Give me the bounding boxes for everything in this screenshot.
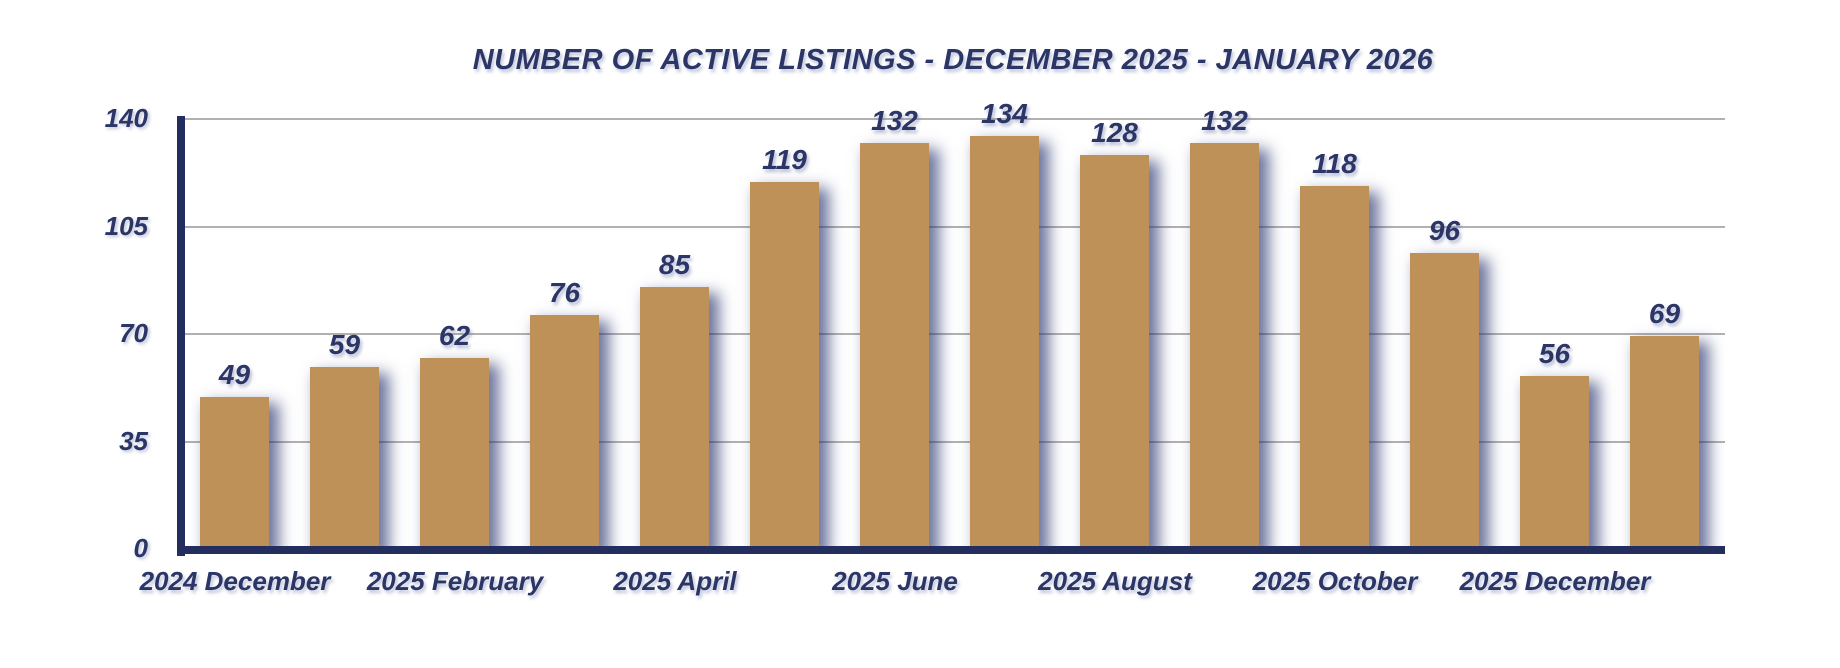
y-tick-label: 105 (104, 211, 148, 241)
bar-value-label: 96 (1428, 215, 1461, 246)
x-tick-label: 2025 October (1252, 566, 1418, 596)
y-axis-line (177, 116, 185, 556)
gridline-140 (181, 118, 1725, 120)
bar-value-label: 134 (981, 98, 1028, 129)
bar-3 (530, 315, 599, 548)
gridline-105 (181, 226, 1725, 228)
gridline-35 (181, 441, 1725, 443)
bar-value-label: 76 (548, 277, 581, 308)
bar-10 (1300, 186, 1369, 548)
bar-4 (640, 287, 709, 548)
bar-5 (750, 182, 819, 548)
gridline-70 (181, 333, 1725, 335)
y-tick-label: 0 (133, 533, 148, 563)
bar-value-label: 62 (438, 320, 471, 351)
bar-7 (970, 136, 1039, 548)
bar-value-label: 59 (328, 329, 361, 360)
bar-value-label: 119 (762, 144, 807, 175)
x-tick-label: 2025 December (1459, 566, 1651, 596)
bar-value-label: 56 (1538, 338, 1571, 369)
x-tick-label: 2024 December (139, 566, 331, 596)
bar-8 (1080, 155, 1149, 548)
x-axis-line (177, 546, 1725, 554)
y-tick-label: 70 (119, 318, 148, 348)
bar-value-label: 49 (218, 359, 251, 390)
bar-2 (420, 358, 489, 548)
x-tick-label: 2025 February (366, 566, 544, 596)
y-tick-label: 35 (119, 426, 148, 456)
bar-value-label: 132 (871, 105, 918, 136)
bar-0 (200, 397, 269, 548)
plot-area (181, 118, 1725, 548)
bar-6 (860, 143, 929, 548)
y-axis-tick-labels: 0 35 70 105 140 (40, 0, 148, 600)
bar-value-label: 118 (1312, 148, 1357, 179)
bar-1 (310, 367, 379, 548)
bar-value-label: 128 (1091, 117, 1138, 148)
y-tick-label: 140 (104, 103, 148, 133)
x-axis-tick-labels-layer: 2024 December 2025 February 2025 April 2025… (140, 566, 1725, 606)
chart-title: NUMBER OF ACTIVE LISTINGS - DECEMBER 202… (472, 44, 1434, 76)
bar-9 (1190, 143, 1259, 548)
bar-12 (1520, 376, 1589, 548)
x-tick-label: 2025 June (832, 566, 958, 596)
bar-11 (1410, 253, 1479, 548)
bar-value-label: 69 (1648, 298, 1681, 329)
bar-value-labels-layer: 49 59 62 76 85 119 132 134 128 132 118 96 56 69 (181, 0, 1725, 548)
bar-value-label: 85 (658, 249, 691, 280)
x-tick-label: 2025 August (1038, 566, 1192, 596)
bar-value-label: 132 (1201, 105, 1248, 136)
x-tick-label: 2025 April (613, 566, 737, 596)
bar-13 (1630, 336, 1699, 548)
